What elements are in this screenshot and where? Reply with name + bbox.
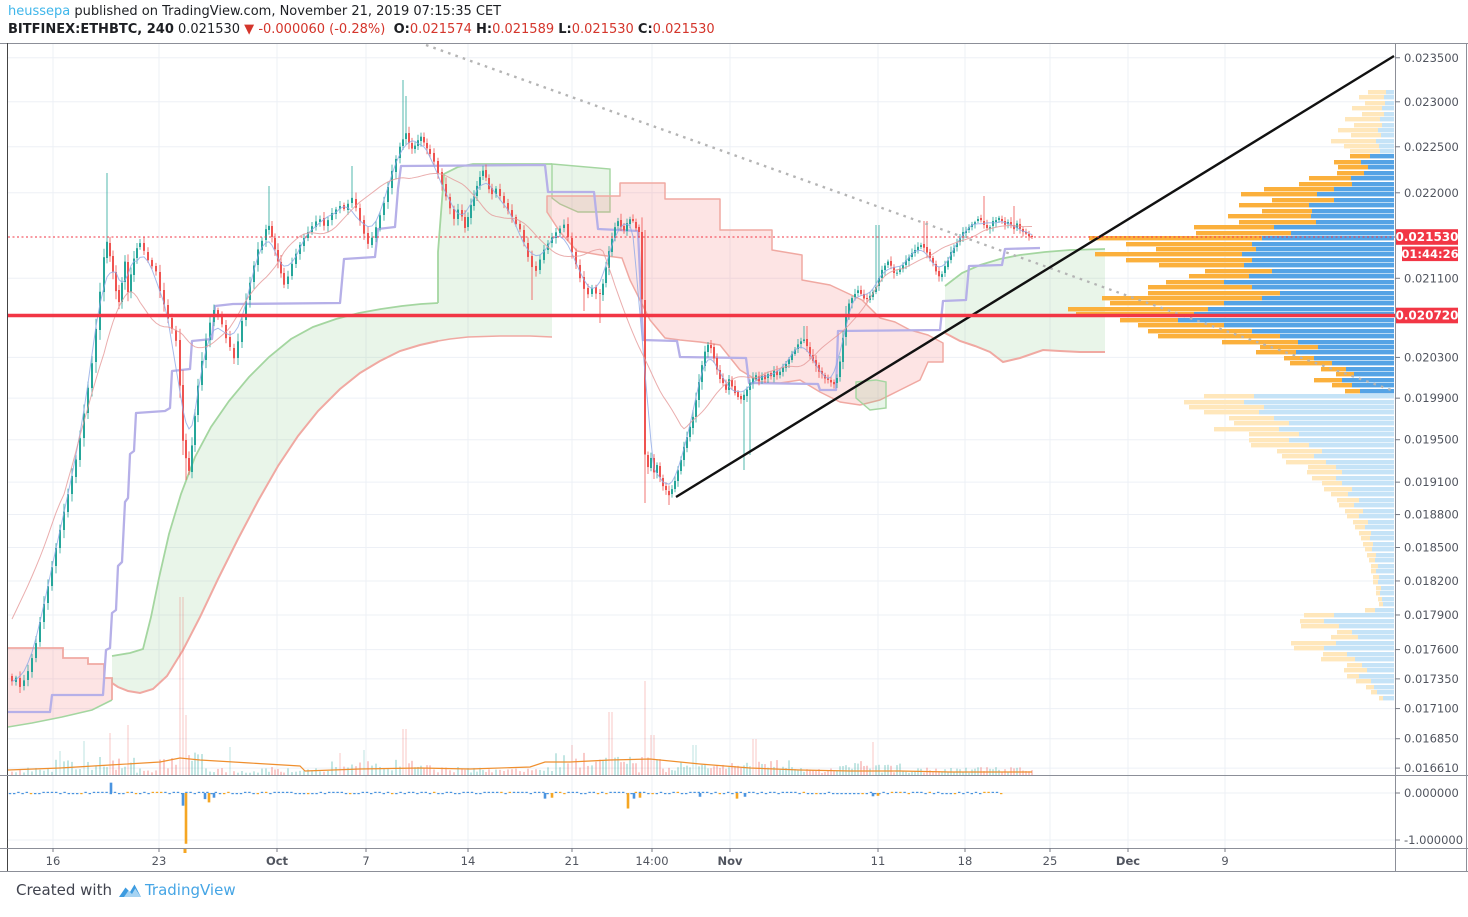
- level-price-badge: [1396, 307, 1458, 324]
- open-label: O:: [393, 22, 410, 37]
- created-with-text: Created with: [16, 881, 112, 899]
- attribution-footer: Created with TradingView: [16, 878, 236, 902]
- high-value: 0.021589: [492, 22, 555, 37]
- time-tick-label: 7: [362, 854, 369, 868]
- time-tick-label: 9: [1221, 854, 1228, 868]
- trendline-black[interactable]: [675, 54, 1395, 499]
- low-value: 0.021530: [571, 22, 634, 37]
- price-tick-label: 0.022500: [1404, 140, 1459, 154]
- svg-text:01:44:26: 01:44:26: [1401, 247, 1458, 261]
- price-tick-label: 0.017100: [1404, 702, 1459, 716]
- time-tick-label: Dec: [1116, 854, 1140, 868]
- time-tick-label: 16: [46, 854, 61, 868]
- svg-text:0.020720: 0.020720: [1395, 309, 1458, 323]
- publish-info: published on TradingView.com, November 2…: [70, 4, 502, 19]
- price-change: -0.000060 (-0.28%): [258, 22, 386, 37]
- axis-marker: [183, 849, 187, 853]
- price-scale[interactable]: 0.023500 0.023000 0.022500 0.022000 0.021100…: [1395, 51, 1463, 847]
- price-tick-label: 0.018800: [1404, 508, 1459, 522]
- price-tick-label: 0.023500: [1404, 51, 1459, 65]
- time-tick-label: 23: [152, 854, 167, 868]
- price-tick-label: 0.019100: [1404, 475, 1459, 489]
- low-label: L:: [558, 22, 572, 37]
- open-value: 0.021574: [409, 22, 472, 37]
- indicator-pane[interactable]: [8, 782, 1003, 844]
- main-pane[interactable]: [8, 44, 1395, 775]
- volume-profile: [1068, 90, 1394, 701]
- time-tick-label: 11: [871, 854, 886, 868]
- price-tick-label: 0.017900: [1404, 608, 1459, 622]
- time-tick-label: 25: [1043, 854, 1058, 868]
- price-tick-label: 0.016850: [1404, 732, 1459, 746]
- price-badges: 0.021530 01:44:26 0.020720: [1395, 229, 1459, 324]
- brand-link[interactable]: TradingView: [144, 881, 236, 899]
- price-tick-label: 0.023000: [1404, 95, 1459, 109]
- kijun-line: [11, 173, 1033, 620]
- pane-frame: [0, 43, 1468, 872]
- tenkan-line: [11, 140, 1033, 683]
- price-tick-label: 0.017600: [1404, 643, 1459, 657]
- time-axis[interactable]: 16 23 Oct 7 14 21 14:00 Nov 11 18 25 Dec 9: [46, 848, 1229, 868]
- price-tick-label: 0.017350: [1404, 672, 1459, 686]
- tradingview-logo-icon: [118, 884, 141, 897]
- ichimoku-cloud: [8, 163, 1106, 728]
- volume-ma-line: [8, 757, 1032, 773]
- username-link[interactable]: heussepa: [8, 4, 71, 19]
- indicator-tick-label: -1.000000: [1404, 833, 1463, 847]
- price-tick-label: 0.016610: [1404, 761, 1459, 775]
- countdown-badge: [1402, 246, 1458, 262]
- last-price: 0.021530: [178, 22, 241, 37]
- price-tick-label: 0.018500: [1404, 540, 1459, 554]
- price-tick-label: 0.018200: [1404, 574, 1459, 588]
- price-tick-label: 0.021100: [1404, 271, 1459, 285]
- change-arrow-icon: ▼: [244, 22, 255, 37]
- time-tick-label: 18: [958, 854, 973, 868]
- symbol-title[interactable]: BITFINEX:ETHBTC, 240: [8, 22, 174, 37]
- price-tick-label: 0.022000: [1404, 186, 1459, 200]
- last-price-badge: [1396, 229, 1458, 245]
- indicator-tick-label: 0.000000: [1404, 786, 1459, 800]
- time-tick-label: Oct: [266, 854, 289, 868]
- time-tick-label: 14: [461, 854, 476, 868]
- publish-header: heussepa published on TradingView.com, N…: [0, 0, 1468, 43]
- time-tick-label: 21: [565, 854, 580, 868]
- close-value: 0.021530: [652, 22, 715, 37]
- time-tick-label: 14:00: [635, 854, 668, 868]
- price-tick-label: 0.019500: [1404, 433, 1459, 447]
- price-tick-label: 0.020300: [1404, 350, 1459, 364]
- close-label: C:: [637, 22, 653, 37]
- time-tick-label: Nov: [717, 854, 743, 868]
- price-tick-label: 0.019900: [1404, 391, 1459, 405]
- publish-line: heussepa published on TradingView.com, N…: [8, 4, 501, 19]
- svg-text:0.021530: 0.021530: [1395, 230, 1458, 244]
- high-label: H:: [476, 22, 493, 37]
- lagging-span-line: [8, 163, 1041, 714]
- grid: [8, 44, 1395, 848]
- symbol-line: BITFINEX:ETHBTC, 240 0.021530 ▼ -0.00006…: [8, 22, 715, 37]
